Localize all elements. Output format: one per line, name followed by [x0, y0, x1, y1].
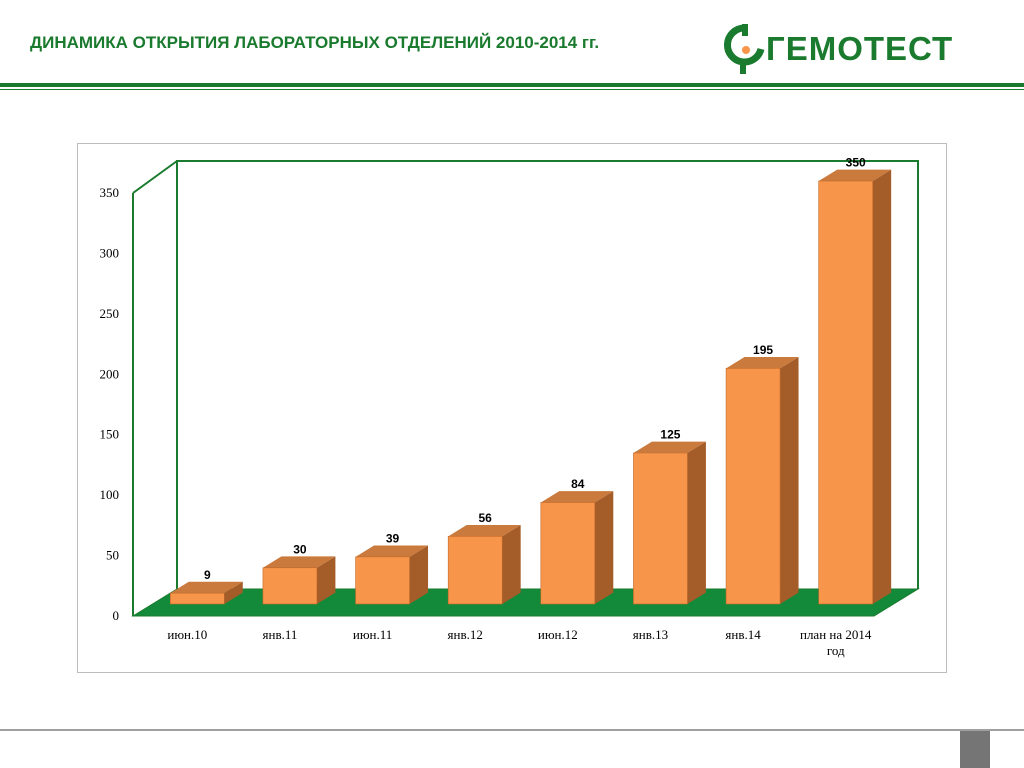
x-tick-label: план на 2014 год	[800, 627, 872, 658]
bar	[447, 536, 503, 605]
x-tick-label: янв.14	[725, 627, 761, 642]
data-label: 84	[571, 477, 585, 491]
y-tick-label: 200	[100, 366, 120, 381]
bar-top	[448, 524, 521, 537]
bar	[818, 180, 873, 605]
slide-title: ДИНАМИКА ОТКРЫТИЯ ЛАБОРАТОРНЫХ ОТДЕЛЕНИЙ…	[30, 33, 600, 52]
chart-bars	[170, 169, 892, 605]
bar-side	[409, 545, 429, 604]
bar	[170, 592, 225, 605]
bar-top	[633, 441, 706, 453]
bar-top	[818, 169, 892, 181]
x-tick-label: июн.11	[353, 627, 392, 642]
chart-frame	[77, 143, 947, 673]
bar-side	[502, 524, 521, 604]
bar-top	[170, 581, 243, 594]
bar-side	[224, 581, 243, 604]
data-label: 56	[479, 511, 493, 525]
logo-text: ГЕМОТЕСТ	[766, 30, 954, 67]
y-tick-label: 350	[100, 185, 120, 200]
data-label: 9	[204, 568, 211, 582]
chart-walls	[132, 160, 919, 616]
bar-side	[687, 441, 706, 604]
header-rule	[0, 83, 1024, 87]
data-label: 30	[293, 542, 307, 556]
bar-side	[594, 491, 614, 604]
chart-side-wall-top	[132, 160, 178, 194]
gemotest-logo-mark-icon	[724, 24, 765, 74]
bar-side	[872, 169, 892, 604]
chart-floor	[131, 588, 920, 617]
y-axis-ticks: 0 50 100 150 200 250 300 350	[100, 185, 120, 623]
bar-top	[726, 356, 799, 369]
bar	[262, 567, 318, 605]
bar	[540, 502, 596, 605]
x-tick-label: янв.13	[633, 627, 668, 642]
footer-corner-block	[960, 731, 990, 768]
bar-side	[316, 556, 336, 604]
bar-top	[540, 491, 614, 503]
data-label: 350	[846, 156, 866, 170]
y-tick-label: 250	[100, 306, 120, 321]
x-tick-label: янв.12	[448, 627, 483, 642]
y-tick-label: 300	[100, 245, 120, 260]
x-tick-label: июн.12	[538, 627, 578, 642]
bar-chart: 0 50 100 150 200 250 300 350 9 30 39 56 84 125 195 350…	[100, 156, 920, 658]
chart-floor-plane	[131, 588, 920, 617]
x-axis-ticks: июн.10 янв.11 июн.11 янв.12 июн.12 янв.13 янв.…	[167, 627, 872, 658]
y-tick-label: 0	[113, 608, 120, 623]
data-label: 39	[386, 532, 400, 546]
x-tick-label: янв.11	[263, 627, 298, 642]
bar-side	[780, 356, 799, 604]
data-label: 195	[753, 343, 773, 357]
bar-top	[355, 545, 429, 557]
data-label: 125	[660, 428, 680, 442]
company-logo: ГЕМОТЕСТ	[722, 22, 992, 74]
bar	[355, 556, 410, 605]
y-tick-label: 100	[100, 487, 120, 502]
x-tick-label: июн.10	[167, 627, 207, 642]
chart-back-wall	[176, 160, 919, 589]
y-tick-label: 150	[100, 427, 120, 442]
bar	[725, 368, 781, 605]
header-rule-thin	[0, 89, 1024, 90]
y-tick-label: 50	[106, 548, 119, 563]
data-labels: 9 30 39 56 84 125 195 350	[204, 156, 866, 582]
bar	[633, 452, 688, 605]
footer-rule	[0, 729, 1024, 731]
bar-top	[262, 556, 336, 568]
